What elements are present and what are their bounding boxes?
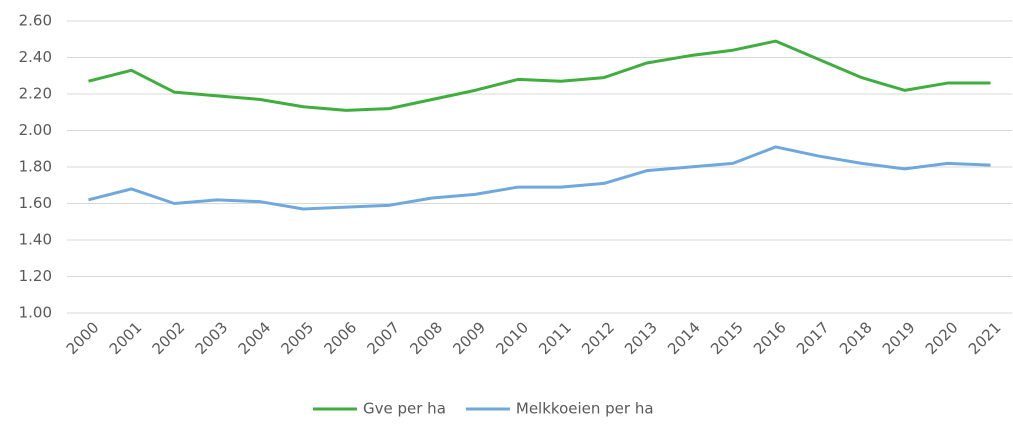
x-tick-label: 2010 bbox=[492, 318, 532, 358]
x-tick-label: 2014 bbox=[664, 318, 704, 358]
x-tick-label: 2012 bbox=[578, 318, 618, 358]
x-tick-label: 2009 bbox=[449, 318, 489, 358]
x-tick-label: 2008 bbox=[406, 318, 446, 358]
y-tick-label: 1.60 bbox=[19, 194, 52, 212]
x-tick-label: 2011 bbox=[535, 318, 575, 358]
y-tick-label: 2.60 bbox=[19, 12, 52, 30]
x-tick-label: 2017 bbox=[793, 318, 833, 358]
y-tick-label: 2.00 bbox=[19, 121, 52, 139]
line-series bbox=[88, 145, 991, 211]
y-tick-label: 2.40 bbox=[19, 48, 52, 66]
x-tick-label: 2007 bbox=[363, 318, 403, 358]
y-tick-label: 1.80 bbox=[19, 158, 52, 176]
x-tick-label: 2005 bbox=[278, 318, 318, 358]
y-tick-label: 1.40 bbox=[19, 231, 52, 249]
x-tick-label: 2020 bbox=[922, 318, 962, 358]
x-tick-label: 2001 bbox=[106, 318, 146, 358]
x-tick-label: 2004 bbox=[235, 318, 275, 358]
x-tick-label: 2019 bbox=[879, 318, 919, 358]
x-tick-label: 2003 bbox=[192, 318, 232, 358]
y-tick-label: 2.20 bbox=[19, 85, 52, 103]
x-tick-label: 2016 bbox=[750, 318, 790, 358]
x-tick-label: 2013 bbox=[621, 318, 661, 358]
x-tick-label: 2006 bbox=[320, 318, 360, 358]
line-series bbox=[88, 39, 991, 112]
x-tick-label: 2021 bbox=[965, 318, 1005, 358]
y-tick-label: 1.00 bbox=[19, 304, 52, 322]
x-tick-label: 2000 bbox=[63, 318, 103, 358]
legend-label: Melkkoeien per ha bbox=[516, 400, 654, 418]
x-tick-label: 2002 bbox=[149, 318, 189, 358]
x-tick-label: 2015 bbox=[707, 318, 747, 358]
x-tick-label: 2018 bbox=[836, 318, 876, 358]
y-tick-label: 1.20 bbox=[19, 267, 52, 285]
legend-label: Gve per ha bbox=[363, 400, 446, 418]
